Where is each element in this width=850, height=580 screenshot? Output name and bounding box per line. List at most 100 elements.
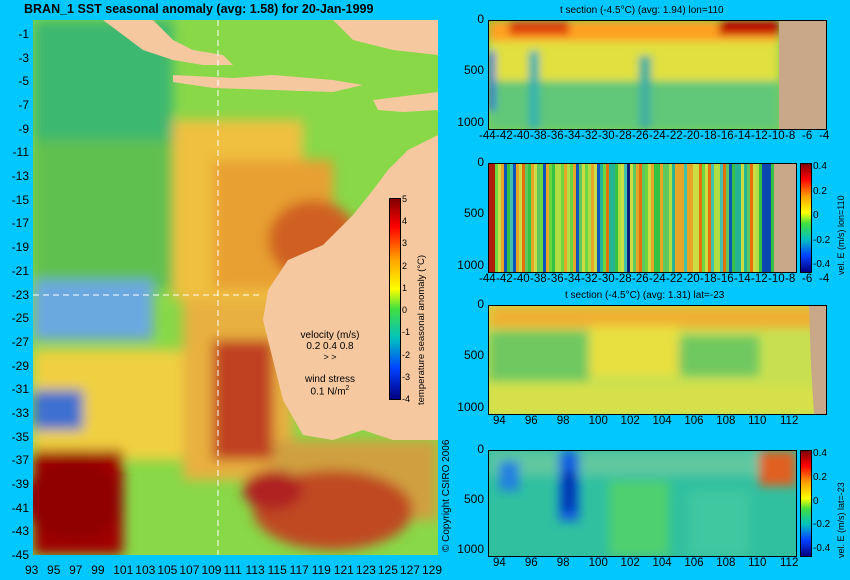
lat-tick-label: -45 [11, 548, 29, 562]
lon-tick-label: 103 [135, 563, 156, 577]
velocity-stripe [555, 164, 558, 272]
velocity-stripe [537, 164, 540, 272]
velocity-stripe [702, 164, 705, 272]
velocity-stripe [582, 164, 585, 272]
panel1-x-tick: -38 [530, 130, 547, 142]
velocity-stripe [714, 164, 717, 272]
panel2-field [489, 164, 796, 272]
velocity-stripe [507, 164, 510, 272]
lon-tick-label: 129 [422, 563, 443, 577]
panel3-y-tick: 0 [477, 297, 484, 311]
velocity-stripe [768, 164, 771, 272]
panel2-x-tick: -14 [734, 273, 751, 285]
velocity-stripe [669, 164, 672, 272]
velocity-stripe [567, 164, 570, 272]
panel3-x-tick: 102 [620, 415, 640, 427]
lon-tick-label: 111 [223, 563, 242, 577]
velocity-stripe [513, 164, 516, 272]
lat-tick-label: -33 [11, 405, 29, 420]
velocity-stripe [690, 164, 693, 272]
velocity-stripe [576, 164, 579, 272]
panel4-colorbar-tick: -0.2 [813, 519, 831, 531]
lat-tick-label: -39 [11, 476, 29, 491]
lon-tick-label: 113 [245, 563, 265, 577]
panel3-title: t section (-4.5°C) (avg: 1.31) lat=-23 [565, 290, 725, 301]
lon-tick-label: 101 [113, 563, 134, 577]
velocity-stripe [612, 164, 615, 272]
lat-tick-label: -5 [18, 74, 29, 89]
velocity-stripe [645, 164, 648, 272]
panel4-y-tick: 0 [477, 442, 484, 456]
panel3-y-tick: 500 [463, 348, 484, 363]
velocity-stripe [543, 164, 546, 272]
velocity-stripe [528, 164, 531, 272]
velocity-stripe [579, 164, 582, 272]
lat-tick-label: -27 [11, 334, 29, 349]
velocity-stripe [591, 164, 594, 272]
sst-colorbar-tick: 4 [402, 216, 408, 227]
panel3-field [489, 306, 826, 414]
lon-tick-label: 109 [201, 563, 222, 577]
panel1-x-tick: -20 [683, 130, 700, 142]
velocity-stripe [693, 164, 696, 272]
panel1-x-tick: -8 [785, 130, 796, 142]
lat-tick-label: -7 [18, 98, 29, 113]
panel3-x-tick: 108 [716, 415, 736, 427]
velocity-stripe [678, 164, 681, 272]
velocity-stripe [594, 164, 597, 272]
velocity-stripe [762, 164, 765, 272]
panel1-x-tick: -16 [717, 130, 734, 142]
lat-tick-label: -31 [11, 382, 29, 397]
lon-tick-label: 123 [355, 563, 376, 577]
velocity-stripe [765, 164, 768, 272]
panel2-x-tick: -30 [598, 273, 615, 285]
panel1-x-tick: -40 [513, 130, 530, 142]
lat-tick-label: -17 [11, 216, 29, 231]
velocity-stripe [630, 164, 633, 272]
velocity-stripe [672, 164, 675, 272]
velocity-stripe [552, 164, 555, 272]
velocity-stripe [726, 164, 729, 272]
velocity-stripe [522, 164, 525, 272]
panel4-field [489, 451, 796, 556]
panel2-x-tick: -10 [768, 273, 785, 285]
sst-colorbar-tick: 3 [402, 238, 408, 249]
sst-map: velocity (m/s) 0.2 0.4 0.8 > > wind stre… [33, 20, 438, 555]
lat-tick-label: -15 [11, 192, 29, 207]
velocity-stripe [705, 164, 708, 272]
velocity-stripe [585, 164, 588, 272]
panel2-x-tick: -36 [547, 273, 564, 285]
panel2-x-tick: -24 [649, 273, 666, 285]
panel3-x-tick: 112 [780, 415, 799, 427]
lat-tick-label: -35 [11, 429, 29, 444]
panel2-y-tick: 0 [477, 155, 484, 169]
panel3-x-tick: 104 [652, 415, 672, 427]
panel4-x-tick: 106 [684, 557, 704, 569]
panel4-x-tick: 112 [780, 557, 799, 569]
velocity-label: velocity (m/s) [300, 330, 360, 341]
wind-value: 0.1 N/m [310, 386, 346, 398]
velocity-stripe [549, 164, 552, 272]
panel3-x-tick: 96 [524, 415, 538, 427]
panel3-x-tick: 100 [588, 415, 608, 427]
panel4-colorbar [800, 450, 812, 557]
lat-tick-label: -29 [11, 358, 29, 373]
panel1-x-tick: -36 [547, 130, 564, 142]
velocity-stripe [495, 164, 498, 272]
velocity-stripe [636, 164, 639, 272]
panel1-title: t section (-4.5°C) (avg: 1.94) lon=110 [560, 5, 724, 16]
velocity-stripe [741, 164, 744, 272]
velocity-stripe [747, 164, 750, 272]
panel2-x-tick: -42 [496, 273, 513, 285]
wind-unit-exponent: 2 [345, 385, 350, 392]
panel1-x-tick: -6 [802, 130, 813, 142]
panel1-y-tick: 500 [463, 63, 484, 78]
panel2-plot [488, 163, 797, 273]
panel2-y-tick: 1000 [457, 257, 484, 272]
panel2-x-tick: -22 [666, 273, 683, 285]
panel4-y-tick: 500 [463, 492, 484, 506]
panel2-colorbar [800, 163, 812, 273]
panel4-y-tick: 1000 [457, 542, 484, 556]
panel2-colorbar-tick: 0.4 [813, 161, 827, 172]
velocity-arrows: > > [323, 352, 337, 362]
